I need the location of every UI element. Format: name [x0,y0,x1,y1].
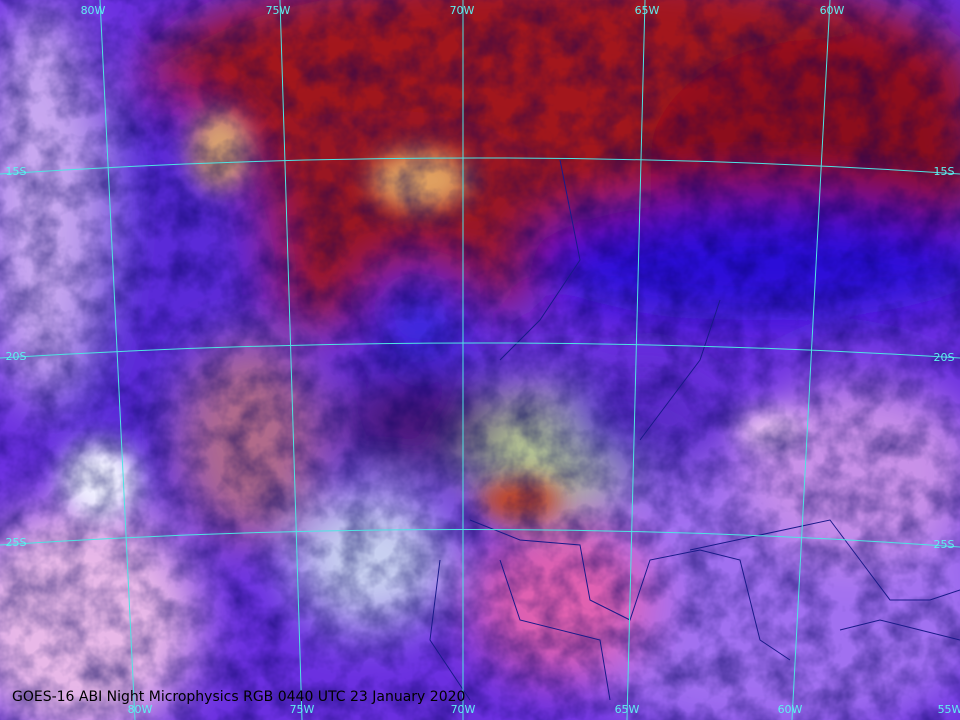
caption: GOES-16 ABI Night Microphysics RGB 0440 … [12,689,465,705]
grid-label: 25S [934,538,955,551]
grid-label: 20S [934,351,955,364]
grid-label: 25S [6,536,27,549]
grid-label: 15S [6,165,27,178]
grid-label: 80W [81,4,106,17]
grid-label: 70W [451,703,476,716]
grid-label: 75W [290,703,315,716]
grid-label: 80W [128,703,153,716]
grid-label: 60W [778,703,803,716]
grid-label: 70W [450,4,475,17]
grid-label: 65W [635,4,660,17]
grid-label: 65W [615,703,640,716]
country-borders [429,159,960,701]
grid-label: 55W [938,703,960,716]
grid-label: 60W [820,4,845,17]
grid-label: 20S [6,350,27,363]
grid-label: 15S [934,165,955,178]
grid-label: 75W [266,4,291,17]
